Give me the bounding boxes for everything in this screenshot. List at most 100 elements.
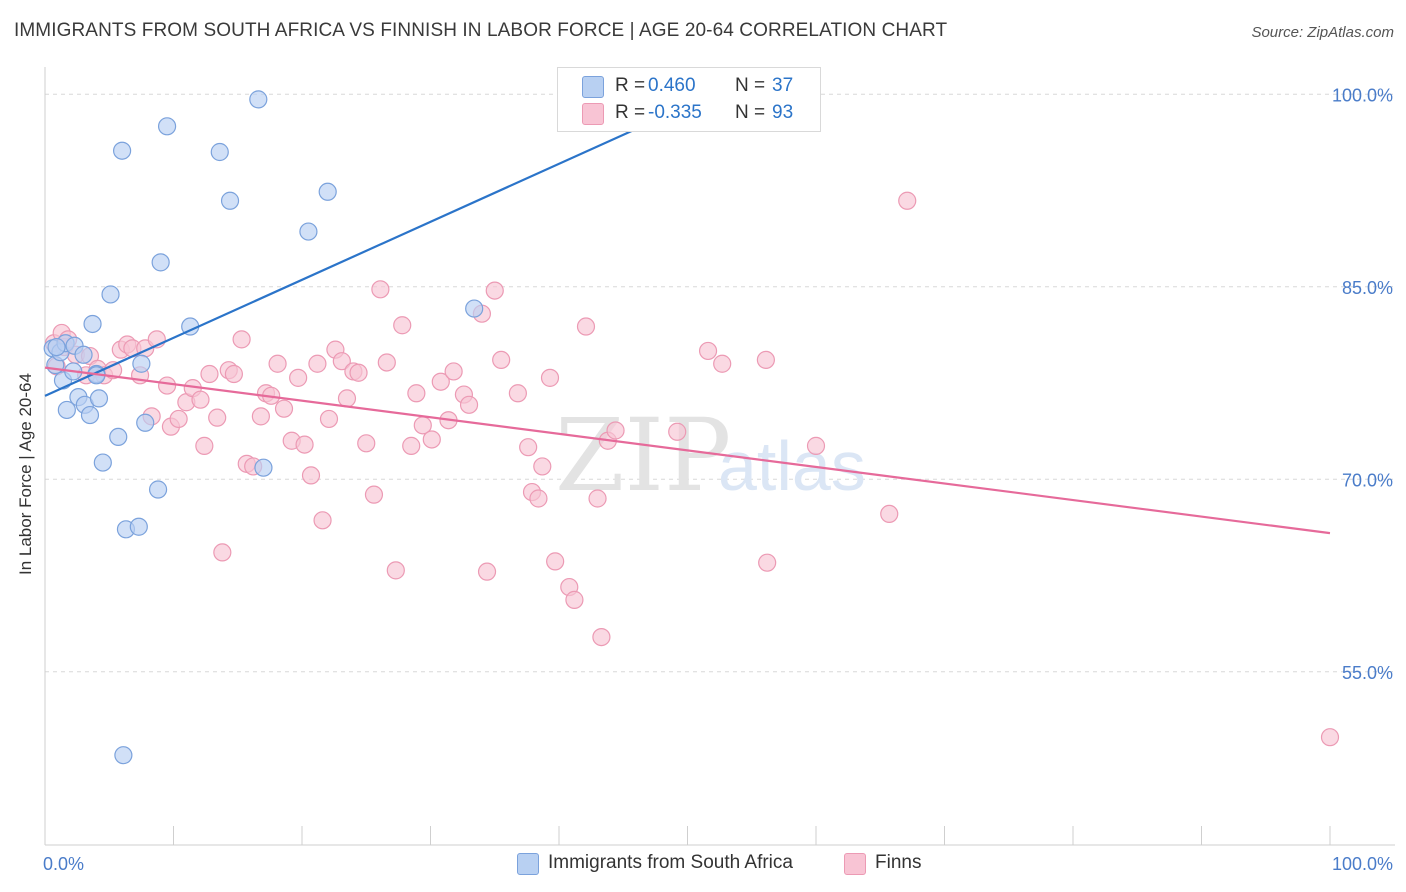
south-africa-point: [210, 142, 229, 162]
south-africa-point: [101, 285, 120, 304]
n-value: 93: [772, 102, 794, 123]
finns-point: [444, 362, 463, 381]
n-label: N =: [735, 75, 766, 96]
south-africa-points: [43, 90, 484, 765]
finns-point: [313, 511, 332, 530]
stats-legend: R = 0.460 N = 37 R = -0.335 N = 93: [557, 67, 821, 132]
finns-point: [393, 316, 412, 335]
finns-point: [519, 438, 538, 457]
south-africa-point: [93, 453, 112, 472]
finns-point: [668, 422, 687, 441]
tick-labels: 55.0% 70.0% 85.0% 100.0% 0.0% 100.0%: [43, 85, 1393, 874]
finns-point: [224, 364, 243, 384]
chart-title: IMMIGRANTS FROM SOUTH AFRICA VS FINNISH …: [14, 20, 948, 41]
south-africa-point: [157, 117, 177, 136]
finns-point: [169, 409, 188, 429]
finns-point: [529, 489, 548, 508]
stats-row-south-africa: R = 0.460 N = 37: [558, 73, 820, 101]
south-africa-point: [129, 517, 148, 536]
south-africa-point: [112, 141, 132, 160]
series-legend: Immigrants from South Africa Finns: [0, 850, 1406, 880]
finns-point: [337, 389, 357, 408]
finns-point: [546, 552, 565, 571]
finns-point: [208, 408, 227, 427]
r-label: R =: [615, 75, 646, 96]
y-tick-label: 70.0%: [1342, 470, 1393, 490]
pink-swatch-icon: [582, 103, 604, 125]
south-africa-point: [249, 90, 268, 109]
finns-point: [289, 368, 308, 387]
blue-swatch-icon: [517, 853, 539, 875]
finns-point: [319, 409, 339, 429]
axes: [44, 67, 1395, 846]
south-africa-point: [136, 413, 155, 432]
n-value: 37: [772, 75, 794, 96]
stats-row-finns: R = -0.335 N = 93: [558, 100, 820, 128]
finns-point: [377, 353, 396, 372]
finns-point: [492, 350, 511, 369]
finns-trend-line: [44, 366, 1331, 535]
finns-point: [251, 407, 270, 426]
finns-point: [157, 376, 177, 395]
finns-point: [332, 352, 351, 371]
south-africa-point: [465, 299, 484, 318]
south-africa-point: [151, 253, 170, 272]
finns-point: [758, 553, 777, 572]
south-africa-point: [89, 389, 109, 408]
watermark-atlas: atlas: [718, 427, 866, 505]
south-africa-point: [254, 458, 273, 477]
finns-point: [402, 436, 421, 455]
south-africa-point: [47, 337, 66, 357]
finns-point: [301, 466, 321, 485]
finns-point: [485, 281, 504, 300]
finns-point: [898, 191, 917, 210]
watermark-zip: ZIP: [555, 397, 731, 514]
finns-point: [422, 430, 441, 449]
finns-point: [565, 590, 584, 609]
finns-point: [431, 372, 450, 391]
south-africa-point: [114, 746, 133, 765]
finns-point: [200, 364, 219, 384]
finns-point: [364, 485, 384, 504]
finns-point: [592, 627, 611, 647]
legend-label: Immigrants from South Africa: [548, 852, 793, 873]
finns-point: [880, 504, 899, 524]
finns-point: [459, 395, 479, 414]
finns-point: [407, 384, 426, 403]
r-value: -0.335: [648, 102, 702, 123]
finns-point: [576, 317, 596, 336]
finns-point: [477, 562, 497, 581]
south-africa-point: [109, 427, 128, 446]
finns-point: [268, 354, 287, 373]
gridlines: [45, 93, 1395, 673]
finns-point: [357, 434, 376, 453]
finns-point: [713, 354, 732, 373]
y-tick-label: 85.0%: [1342, 278, 1393, 298]
n-label: N =: [735, 102, 766, 123]
finns-point: [386, 561, 405, 580]
source-label: Source: ZipAtlas.com: [1251, 24, 1394, 41]
south-africa-point: [80, 405, 100, 425]
south-africa-point: [74, 345, 93, 364]
y-tick-label: 55.0%: [1342, 663, 1393, 683]
r-value: 0.460: [648, 75, 696, 96]
south-africa-trend-line: [44, 104, 688, 397]
finns-point: [588, 489, 607, 508]
finns-point: [1320, 728, 1340, 747]
y-axis-label-wrap: In Labor Force | Age 20-64: [16, 373, 36, 805]
south-africa-point: [299, 222, 318, 241]
finns-point: [308, 354, 327, 373]
legend-label: Finns: [875, 852, 922, 873]
trend-lines: [44, 104, 1331, 535]
finns-point: [274, 399, 294, 418]
finns-point: [533, 457, 552, 476]
r-label: R =: [615, 102, 646, 123]
finns-point: [371, 280, 390, 299]
south-africa-point: [57, 400, 76, 420]
south-africa-point: [83, 314, 102, 334]
y-axis-label: In Labor Force | Age 20-64: [16, 373, 35, 575]
south-africa-point: [220, 191, 240, 210]
y-tick-label: 100.0%: [1332, 85, 1393, 105]
